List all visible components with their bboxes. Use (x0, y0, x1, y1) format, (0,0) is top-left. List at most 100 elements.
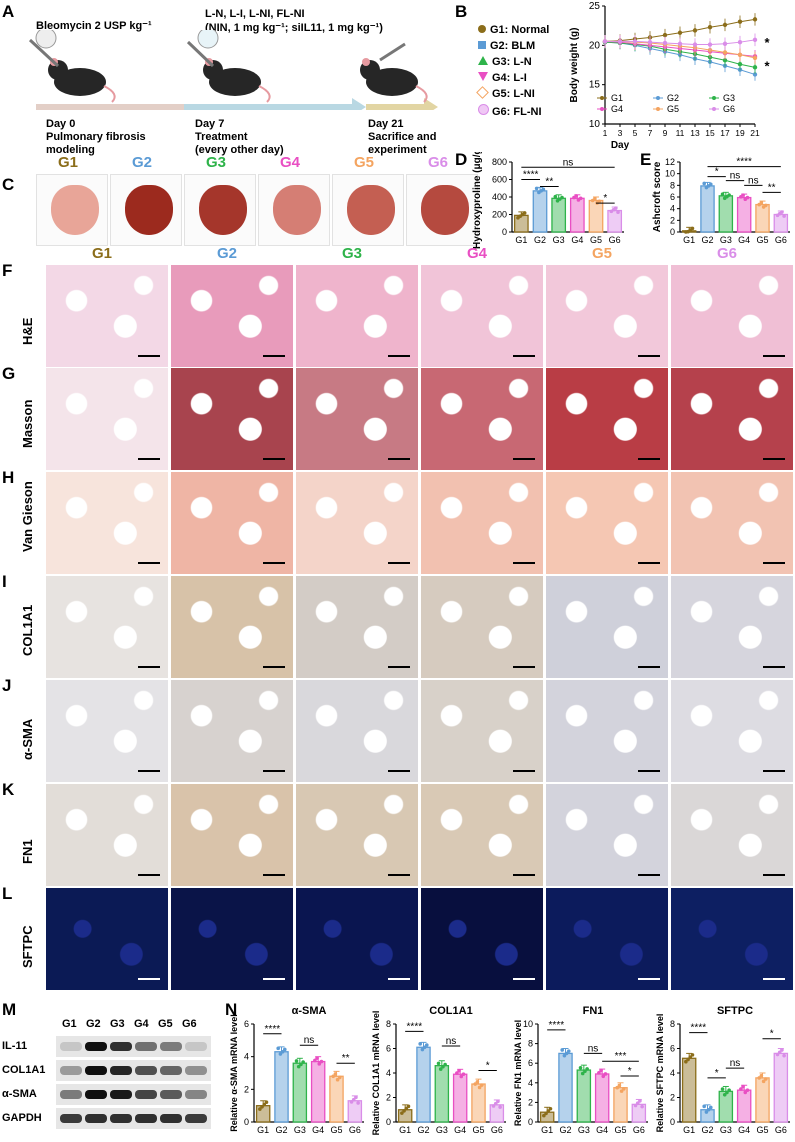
data-point (548, 1106, 553, 1111)
histology-grid: G1 G2 G3 G4 G5 G6 F H&E G Masson H Van Gieson I COL1A… (0, 245, 795, 990)
scale-bar (513, 458, 535, 460)
circle-marker-icon (478, 25, 486, 33)
data-point (560, 1048, 564, 1052)
histology-image-G3 (296, 368, 418, 470)
scale-bar (138, 978, 160, 980)
day21-label: Day 21 (368, 118, 404, 130)
data-point (702, 181, 706, 186)
x-tick-label: G2 (275, 1125, 287, 1135)
scale-bar (763, 355, 785, 357)
x-tick-label: G1 (515, 235, 527, 245)
data-point (496, 1099, 500, 1104)
histology-image-G3 (296, 576, 418, 678)
data-point (491, 1104, 496, 1108)
panel-label-i: I (2, 572, 7, 591)
scale-bar (638, 355, 660, 357)
x-tick-label: G3 (553, 235, 565, 245)
y-tick-label: 6 (670, 1044, 675, 1054)
histology-row-label: H&E (20, 317, 35, 345)
data-point (615, 1085, 619, 1090)
data-point (677, 30, 683, 35)
data-point (583, 1069, 587, 1074)
scale-bar (513, 874, 535, 876)
x-tick-label: G5 (614, 1125, 626, 1135)
legend-b-label: G2: BLM (490, 40, 536, 52)
legend-b-g3: G3: L-N (478, 56, 532, 69)
x-tick-label: G2 (559, 1125, 571, 1135)
wb-band (185, 1114, 207, 1123)
y-tick-label: 4 (386, 1068, 391, 1078)
data-point (764, 203, 768, 208)
data-point (677, 41, 683, 46)
legend-b-g6: G6: FL-NI (478, 104, 542, 119)
panel-label-c: C (2, 175, 15, 194)
significance-label: ns (730, 171, 741, 182)
y-axis-label: Relative SFTPC mRNA level (655, 1014, 665, 1133)
significance-label: **** (549, 1020, 565, 1031)
lung-tissue (421, 185, 469, 235)
data-point (422, 1045, 427, 1050)
data-point (597, 199, 602, 204)
x-tick-label: G6 (775, 235, 787, 245)
histology-image-G2 (171, 472, 293, 574)
wb-band (160, 1090, 182, 1099)
y-tick-label: 400 (492, 192, 507, 202)
data-point (294, 1059, 299, 1063)
histology-row-label: FN1 (20, 839, 35, 864)
scale-bar (388, 562, 410, 564)
data-point (692, 28, 698, 33)
significance-label: ns (588, 1043, 599, 1054)
histology-image-G3 (296, 888, 418, 990)
data-point (402, 1109, 406, 1113)
bar-G5 (588, 199, 604, 233)
day7-desc2: (every other day) (195, 144, 284, 156)
data-point (722, 22, 728, 28)
y-tick-label: 4 (670, 1068, 675, 1078)
scale-bar (263, 562, 285, 564)
data-point (258, 1107, 262, 1111)
x-tick-label: G6 (491, 1125, 503, 1135)
x-tick-label: G6 (633, 1125, 645, 1135)
panel-label-n: N (225, 1000, 238, 1019)
data-point (757, 1076, 761, 1080)
histology-image-G4 (421, 265, 543, 367)
schematic-panel: Bleomycin 2 USP kg⁻¹ L-N, L-I, L-NI, FL-… (0, 0, 440, 156)
scale-bar (638, 874, 660, 876)
wb-lane-label: G3 (110, 1018, 125, 1030)
x-tick-label: G4 (738, 235, 750, 245)
timeline-arrow-1 (352, 98, 366, 110)
bar-G4 (569, 197, 585, 233)
histology-row-label: Masson (20, 399, 35, 448)
data-point (704, 1110, 709, 1114)
panel-label-e: E (640, 150, 652, 169)
scale-bar (263, 770, 285, 772)
bar-G6 (607, 209, 623, 233)
lung-photo-G6 (406, 174, 478, 246)
data-point (546, 1109, 551, 1113)
data-point (455, 1071, 459, 1075)
data-point (745, 195, 750, 200)
histology-image-G2 (171, 888, 293, 990)
scale-bar (763, 978, 785, 980)
histology-row-label: SFTPC (20, 925, 35, 968)
mouse-icon-3 (360, 42, 428, 103)
y-axis-label: Body weight (g) (569, 28, 580, 103)
wb-band (135, 1042, 157, 1051)
legend-b-label: G1: Normal (490, 24, 550, 36)
scale-bar (513, 978, 535, 980)
data-point (688, 1055, 693, 1059)
wb-lane-label: G2 (86, 1018, 101, 1030)
bar-G6 (773, 1052, 789, 1123)
scale-bar (763, 562, 785, 564)
timeline-bar-2 (184, 104, 352, 110)
x-tick-label: G5 (756, 235, 768, 245)
legend-label: G4 (611, 104, 623, 114)
y-tick-label: 20 (589, 40, 601, 51)
data-point (349, 1100, 354, 1104)
data-point (480, 1083, 484, 1087)
scale-bar (763, 874, 785, 876)
chart-title: α-SMA (292, 1005, 327, 1017)
histology-row-label: COL1A1 (20, 604, 35, 656)
histology-image-G3 (296, 680, 418, 782)
